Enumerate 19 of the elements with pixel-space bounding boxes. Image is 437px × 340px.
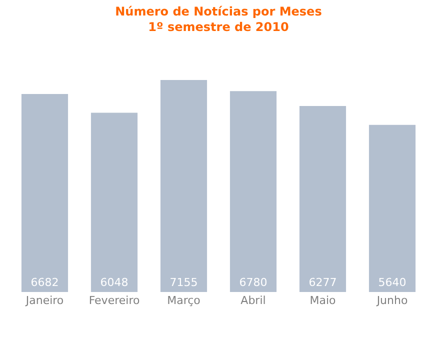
bar bbox=[368, 124, 416, 292]
x-tick-label: Fevereiro bbox=[88, 294, 140, 307]
data-label: 6780 bbox=[239, 276, 268, 289]
bar bbox=[299, 106, 346, 292]
data-label: 7155 bbox=[170, 276, 198, 289]
data-label: 5640 bbox=[378, 276, 406, 289]
x-tick-label: Maio bbox=[310, 294, 336, 307]
bar bbox=[90, 112, 138, 292]
x-tick-label: Abril bbox=[240, 294, 266, 307]
data-label: 6682 bbox=[30, 276, 59, 289]
x-tick-label: Janeiro bbox=[24, 294, 64, 307]
data-label: 6277 bbox=[308, 276, 337, 289]
x-tick-label: Março bbox=[167, 294, 201, 307]
bar bbox=[21, 94, 68, 292]
x-tick-label: Junho bbox=[376, 294, 408, 307]
bar bbox=[230, 91, 277, 292]
data-label: 6048 bbox=[100, 276, 128, 289]
chart-title: Número de Notícias por Meses 1º semestre de 2010 bbox=[115, 4, 322, 34]
bar bbox=[160, 80, 208, 292]
